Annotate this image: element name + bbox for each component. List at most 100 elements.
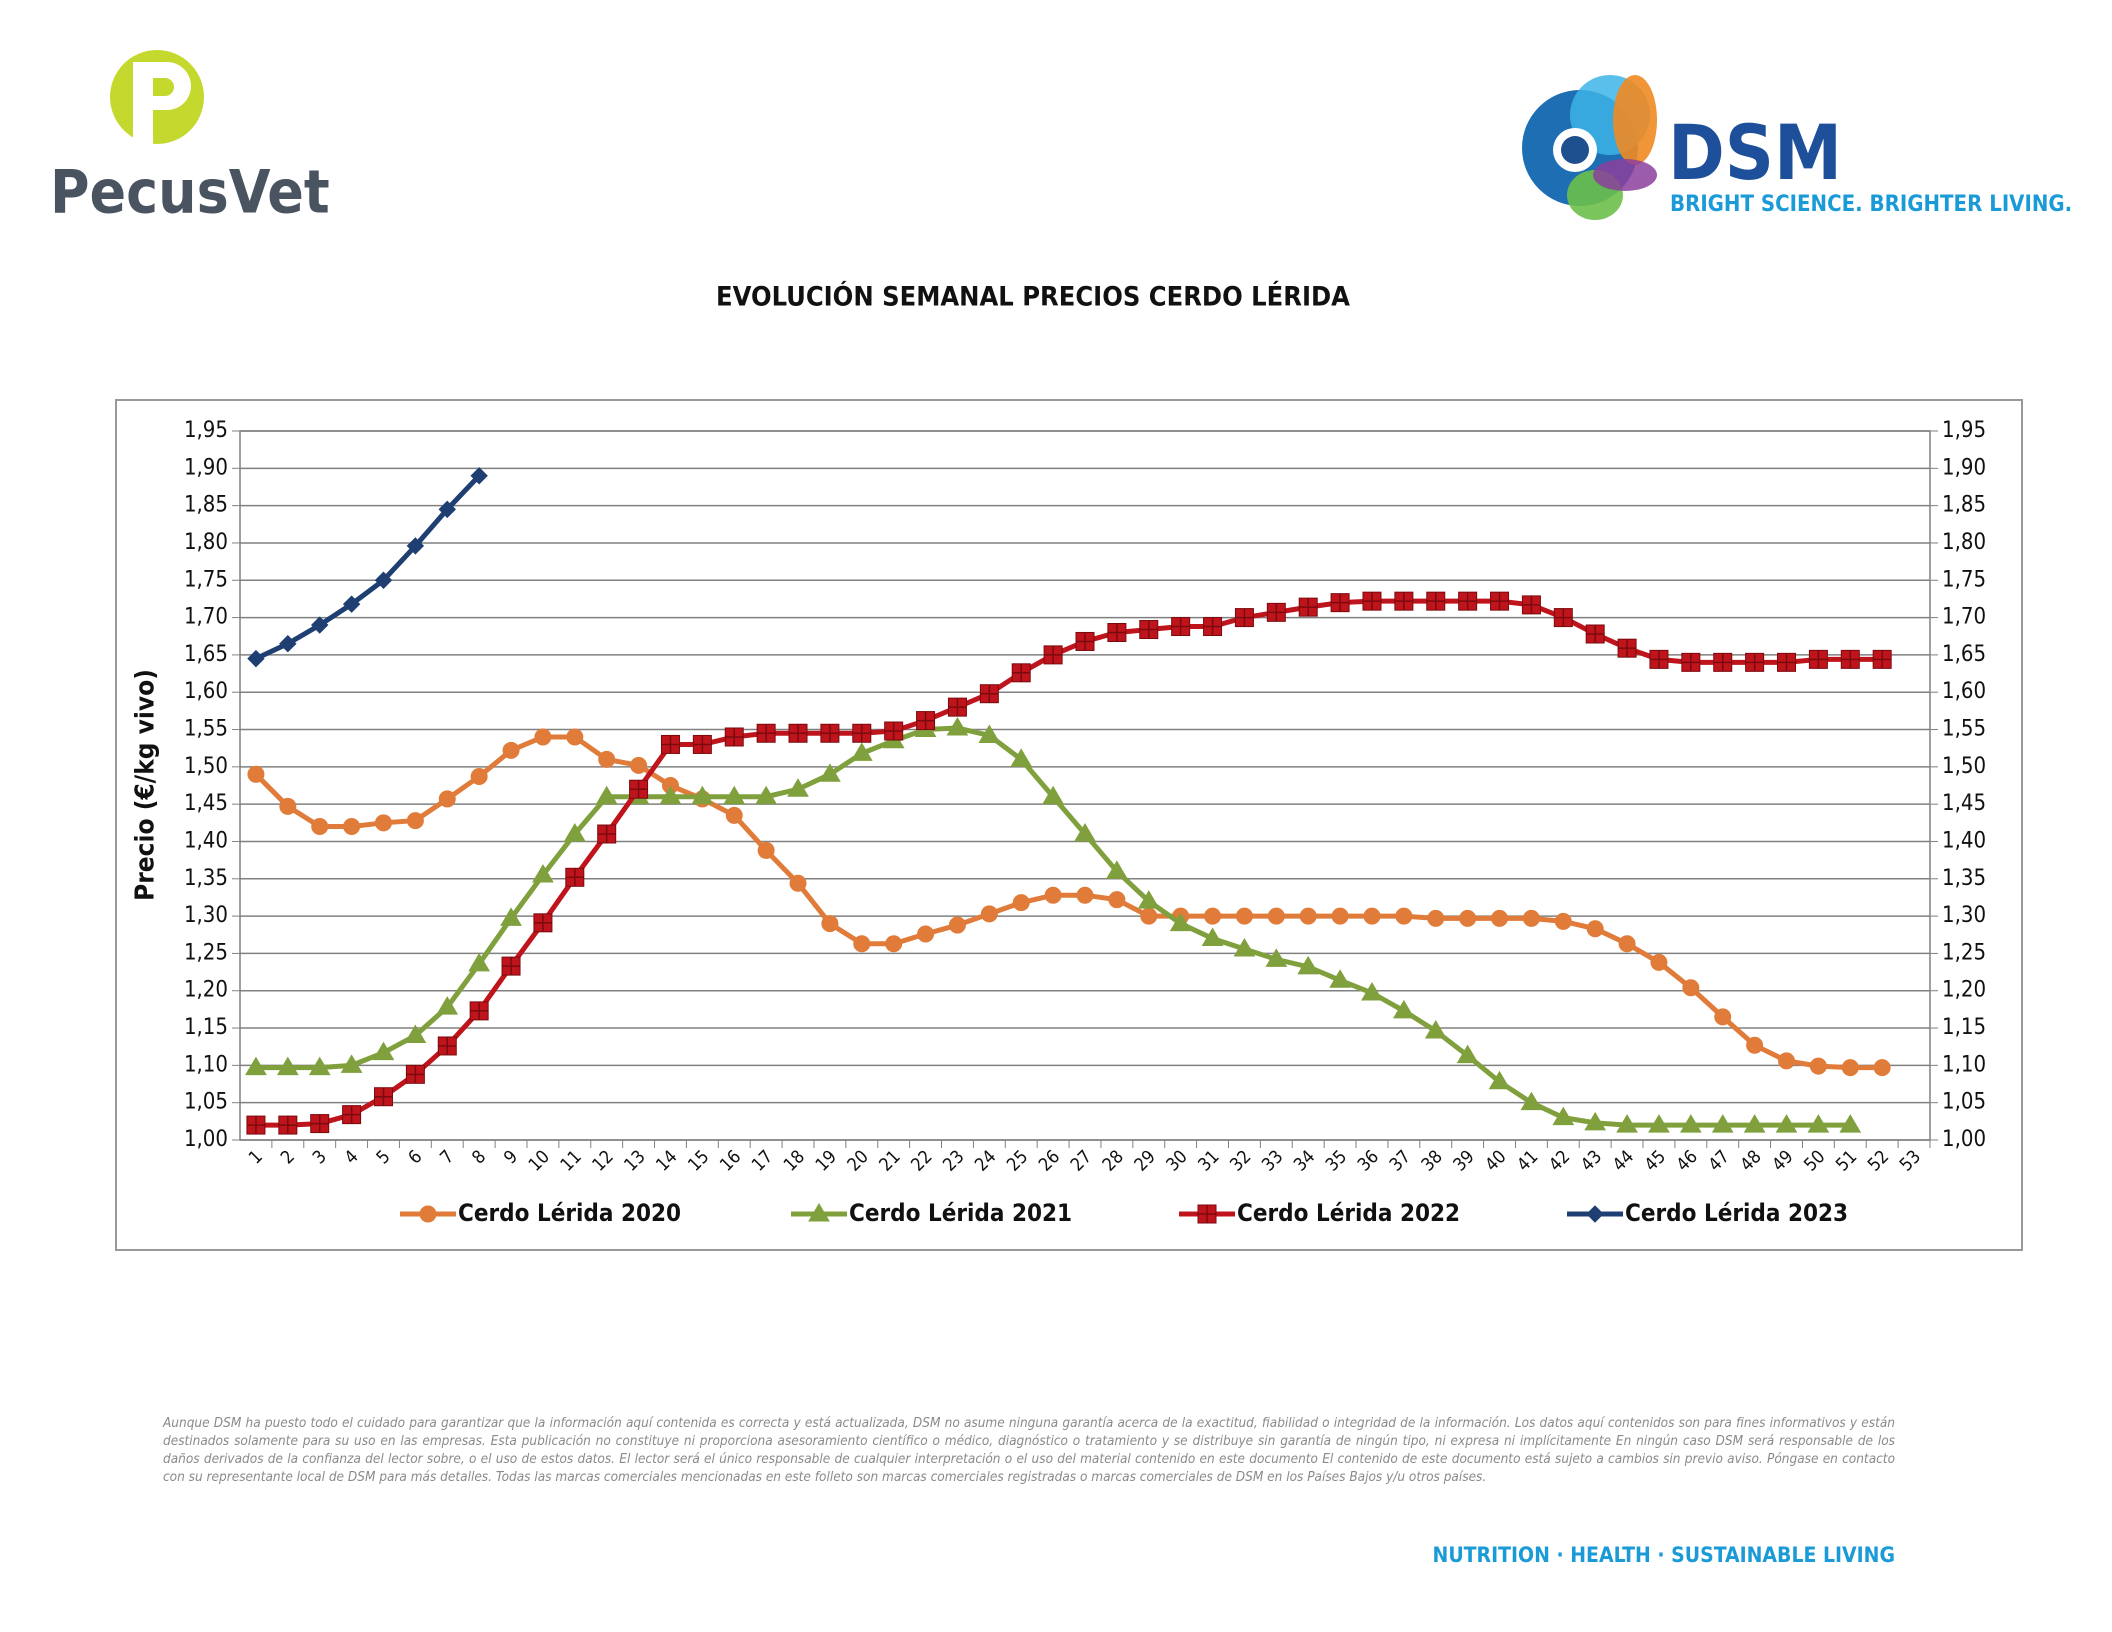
chart-title: EVOLUCIÓN SEMANAL PRECIOS CERDO LÉRIDA bbox=[716, 281, 1350, 313]
marker bbox=[788, 723, 808, 743]
marker-cross bbox=[438, 1036, 457, 1055]
y2-tick-label: 1,75 bbox=[1942, 567, 1986, 592]
marker bbox=[1807, 1114, 1830, 1133]
marker bbox=[279, 634, 297, 653]
x-tick-label: 11 bbox=[556, 1146, 585, 1175]
marker-cross bbox=[1299, 598, 1318, 617]
marker bbox=[1108, 891, 1126, 909]
marker bbox=[1778, 1052, 1796, 1070]
marker bbox=[404, 1024, 427, 1044]
marker bbox=[500, 907, 522, 926]
marker-cross bbox=[310, 1114, 329, 1133]
x-tick-label: 53 bbox=[1896, 1146, 1925, 1175]
marker bbox=[1681, 652, 1701, 672]
marker bbox=[436, 996, 459, 1015]
y2-tick-label: 1,55 bbox=[1942, 717, 1986, 742]
marker bbox=[1266, 602, 1286, 622]
marker bbox=[1872, 649, 1892, 669]
x-tick-label: 19 bbox=[812, 1146, 841, 1175]
y-tick-label: 1,50 bbox=[184, 754, 228, 779]
marker-cross bbox=[1681, 653, 1700, 672]
marker bbox=[534, 728, 552, 746]
y-tick-label: 1,35 bbox=[184, 866, 228, 891]
y2-tick-label: 1,45 bbox=[1942, 791, 1986, 816]
x-tick-label: 37 bbox=[1386, 1146, 1415, 1175]
y-tick-label: 1,95 bbox=[184, 418, 228, 443]
marker-cross bbox=[1490, 592, 1509, 611]
x-tick-label: 30 bbox=[1162, 1146, 1191, 1175]
marker bbox=[821, 915, 839, 933]
marker bbox=[1011, 663, 1031, 683]
marker-cross bbox=[1554, 608, 1573, 627]
marker bbox=[755, 785, 778, 805]
marker-cross bbox=[852, 724, 871, 743]
y2-tick-label: 1,90 bbox=[1942, 455, 1986, 480]
y-tick-label: 1,25 bbox=[184, 940, 228, 965]
x-tick-label: 22 bbox=[907, 1146, 936, 1175]
marker bbox=[532, 864, 554, 883]
x-tick-label: 40 bbox=[1481, 1146, 1510, 1175]
marker bbox=[1424, 1020, 1447, 1039]
y-tick-label: 1,05 bbox=[184, 1090, 228, 1115]
marker-cross bbox=[1777, 653, 1796, 672]
marker bbox=[1682, 979, 1700, 997]
y2-tick-label: 1,65 bbox=[1942, 642, 1986, 667]
marker bbox=[630, 756, 648, 774]
marker bbox=[1809, 1057, 1827, 1075]
marker-cross bbox=[1198, 1205, 1216, 1223]
x-tick-label: 6 bbox=[404, 1146, 426, 1168]
x-tick-label: 50 bbox=[1800, 1146, 1829, 1175]
x-tick-label: 16 bbox=[716, 1146, 745, 1175]
marker bbox=[1584, 1111, 1607, 1131]
y2-tick-label: 1,60 bbox=[1942, 679, 1986, 704]
marker bbox=[1488, 1070, 1511, 1090]
marker-cross bbox=[661, 735, 680, 754]
marker bbox=[247, 765, 265, 783]
y-tick-label: 1,75 bbox=[184, 567, 228, 592]
x-tick-label: 33 bbox=[1258, 1146, 1287, 1175]
marker bbox=[246, 1115, 266, 1135]
marker bbox=[1553, 608, 1573, 628]
marker bbox=[595, 785, 618, 805]
marker bbox=[1074, 823, 1096, 842]
legend-label: Cerdo Lérida 2020 bbox=[458, 1199, 681, 1227]
y2-tick-label: 1,15 bbox=[1942, 1015, 1986, 1040]
marker bbox=[1169, 912, 1192, 932]
y2-tick-label: 1,95 bbox=[1942, 418, 1986, 443]
marker-cross bbox=[1458, 592, 1477, 611]
marker-cross bbox=[757, 724, 776, 743]
marker bbox=[565, 867, 585, 887]
marker bbox=[374, 814, 392, 832]
marker-cross bbox=[948, 698, 967, 717]
marker bbox=[1204, 907, 1222, 925]
y2-tick-label: 1,25 bbox=[1942, 940, 1986, 965]
marker bbox=[1618, 935, 1636, 953]
x-tick-label: 27 bbox=[1067, 1146, 1096, 1175]
marker bbox=[1042, 785, 1064, 805]
marker bbox=[1106, 860, 1128, 879]
marker bbox=[1395, 907, 1413, 925]
marker-cross bbox=[1394, 592, 1413, 611]
marker bbox=[1330, 593, 1350, 613]
marker bbox=[1392, 999, 1415, 1019]
marker bbox=[1363, 907, 1381, 925]
marker bbox=[1137, 890, 1160, 909]
marker bbox=[820, 723, 840, 743]
y2-tick-label: 1,80 bbox=[1942, 530, 1986, 555]
marker bbox=[1456, 1044, 1479, 1064]
marker bbox=[1840, 649, 1860, 669]
marker bbox=[979, 684, 999, 704]
y2-tick-label: 1,10 bbox=[1942, 1052, 1986, 1077]
legend-label: Cerdo Lérida 2022 bbox=[1237, 1199, 1460, 1227]
marker bbox=[438, 500, 456, 519]
marker bbox=[947, 697, 967, 717]
x-tick-label: 31 bbox=[1194, 1146, 1223, 1175]
x-tick-label: 17 bbox=[748, 1146, 777, 1175]
marker bbox=[598, 750, 616, 768]
y-tick-label: 1,90 bbox=[184, 455, 228, 480]
marker bbox=[724, 727, 744, 747]
marker bbox=[1743, 1114, 1766, 1133]
marker-cross bbox=[629, 780, 648, 799]
marker bbox=[566, 728, 584, 746]
marker bbox=[1616, 1114, 1638, 1133]
